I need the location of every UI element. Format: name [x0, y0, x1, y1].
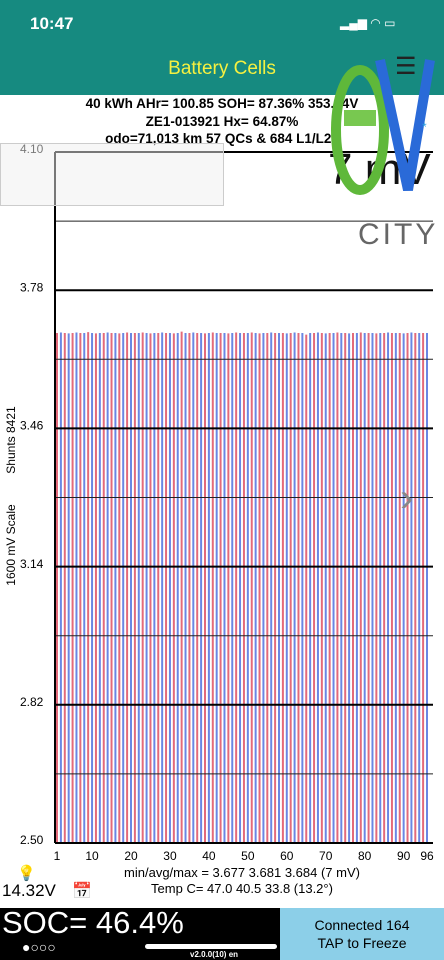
x-tick-label: 70 [319, 849, 333, 863]
x-tick-label: 60 [280, 849, 294, 863]
overlay-box [0, 143, 224, 206]
logo: * [331, 58, 435, 195]
version: v2.0.0(10) en [190, 950, 239, 959]
x-tick-label: 1 [54, 849, 61, 863]
soc-panel [0, 908, 280, 960]
x-tick-label: 80 [358, 849, 372, 863]
soc: SOC= 46.4% [2, 905, 184, 940]
menu-button[interactable]: ☰ [395, 53, 417, 80]
y-axis-label: 1600 mV Scale [4, 504, 18, 586]
temps: Temp C= 47.0 40.5 33.8 (13.2°) [151, 881, 333, 896]
city-text: CITY [358, 218, 439, 251]
x-tick-label: 40 [202, 849, 216, 863]
connected: Connected 164 [314, 917, 410, 933]
y-axis-label: Shunts 8421 [4, 406, 18, 474]
tap-freeze: TAP to Freeze [317, 935, 407, 951]
x-tick-label: 20 [124, 849, 138, 863]
status-time: 10:47 [30, 14, 74, 33]
y-tick-label: 3.78 [20, 280, 44, 294]
logo-e [331, 65, 389, 195]
logo-v [375, 58, 435, 192]
logo-bar [344, 110, 376, 126]
stats: min/avg/max = 3.677 3.681 3.684 (7 mV) T… [0, 865, 444, 897]
y-tick-label: 3.46 [20, 419, 44, 433]
minmax: min/avg/max = 3.677 3.681 3.684 (7 mV) [124, 865, 360, 880]
logo-star: * [422, 120, 427, 134]
y-tick-label: 2.50 [20, 833, 44, 847]
title: Battery Cells [168, 58, 276, 79]
y-tick-label: 2.82 [20, 695, 44, 709]
info-line: ZE1-013921 Hx= 64.87% [145, 113, 299, 129]
x-tick-label: 50 [241, 849, 255, 863]
x-tick-label: 90 [397, 849, 411, 863]
x-tick-label: 30 [163, 849, 177, 863]
calendar-icon[interactable]: 📅 [72, 883, 92, 900]
x-tick-label: 96 [420, 849, 434, 863]
next-arrow[interactable]: › [400, 476, 414, 520]
freeze-button[interactable]: Connected 164 TAP to Freeze [280, 908, 444, 960]
home-indicator [145, 944, 277, 949]
info-line: 40 kWh AHr= 100.85 SOH= 87.36% 353.34V [85, 96, 359, 111]
info: 40 kWh AHr= 100.85 SOH= 87.36% 353.34V Z… [0, 95, 444, 148]
y-tick-label: 3.14 [20, 557, 44, 571]
status-icons: ▂▄▆ ◠ ▭ [340, 16, 396, 30]
aux-voltage: 14.32V [2, 881, 56, 900]
bulb-icon[interactable]: 💡 [17, 865, 36, 882]
info-line: odo=71,013 km 57 QCs & 684 L1/L2s [105, 131, 339, 146]
x-tick-label: 10 [85, 849, 99, 863]
page-dots[interactable]: ●○○○ [22, 939, 56, 955]
